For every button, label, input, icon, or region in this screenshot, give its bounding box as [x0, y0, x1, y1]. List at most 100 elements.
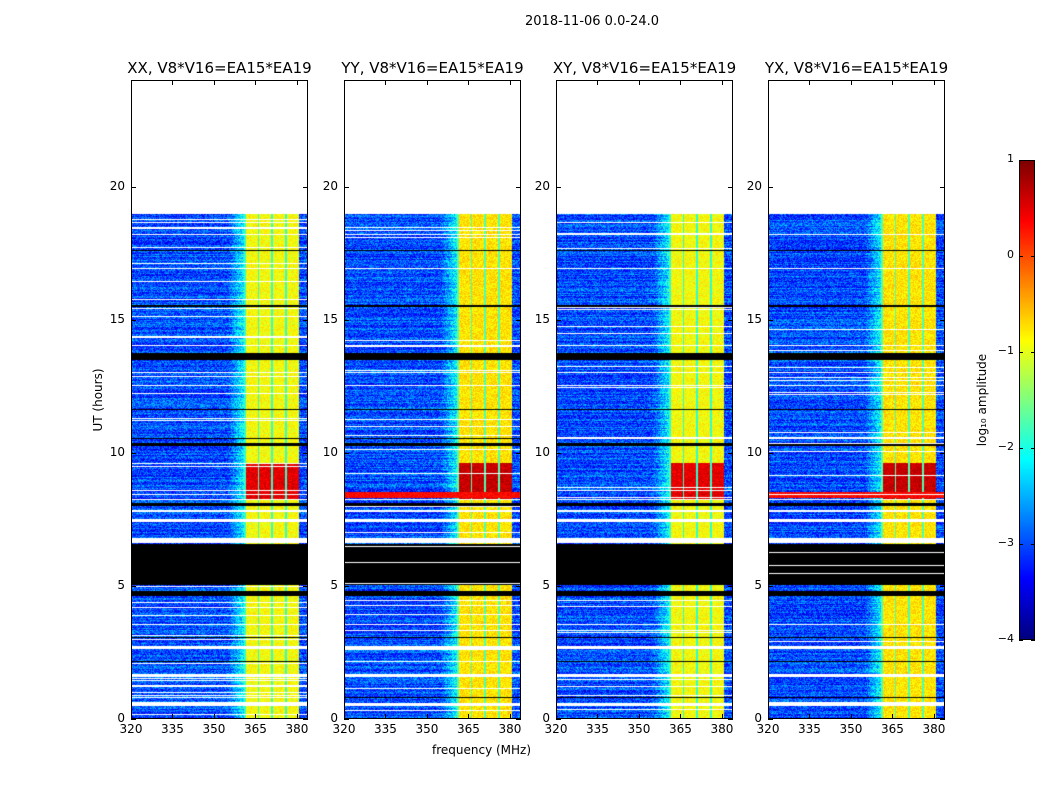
- y-tick-label: 0: [754, 711, 762, 725]
- x-tick: [768, 714, 769, 719]
- y-tick: [940, 719, 945, 720]
- x-tick: [721, 714, 723, 719]
- y-tick: [556, 319, 561, 321]
- heatmap-image: [345, 81, 520, 718]
- y-tick-label: 10: [746, 444, 762, 459]
- colorbar-tick-label: 0: [1007, 248, 1014, 261]
- x-tick: [509, 80, 511, 85]
- x-tick: [131, 80, 132, 85]
- y-tick: [344, 719, 349, 720]
- colorbar-tick: [1019, 160, 1023, 161]
- heatmap-image: [132, 81, 307, 718]
- x-tick: [509, 714, 511, 719]
- y-tick: [516, 319, 521, 321]
- x-tick: [809, 80, 811, 85]
- x-tick: [131, 714, 132, 719]
- x-tick: [556, 714, 557, 719]
- y-tick: [556, 452, 561, 454]
- x-tick-label: 350: [415, 722, 439, 736]
- x-tick: [638, 80, 640, 85]
- y-tick: [131, 319, 136, 321]
- y-tick: [940, 186, 945, 188]
- x-tick: [296, 80, 298, 85]
- heatmap-image: [557, 81, 732, 718]
- y-tick: [516, 719, 521, 720]
- y-tick: [768, 319, 773, 321]
- x-axis-label: frequency (MHz): [432, 743, 532, 757]
- x-tick-label: 335: [798, 722, 821, 736]
- x-tick-label: 365: [244, 722, 267, 736]
- y-tick: [516, 585, 521, 587]
- y-tick-label: 5: [330, 577, 338, 592]
- x-tick: [426, 714, 428, 719]
- y-tick: [344, 585, 349, 587]
- y-tick: [303, 719, 308, 720]
- colorbar-tick: [1031, 448, 1035, 449]
- y-tick-label: 5: [117, 577, 125, 592]
- x-tick-label: 365: [669, 722, 692, 736]
- x-tick: [385, 80, 387, 85]
- panel-title: YY, V8*V16=EA15*EA19: [341, 59, 524, 77]
- x-tick-label: 320: [119, 722, 143, 736]
- y-tick: [131, 452, 136, 454]
- x-tick-label: 320: [756, 722, 780, 736]
- x-tick: [638, 714, 640, 719]
- colorbar-tick: [1019, 352, 1023, 353]
- x-tick: [597, 714, 599, 719]
- y-tick: [768, 585, 773, 587]
- x-tick: [255, 80, 257, 85]
- x-tick: [172, 80, 174, 85]
- y-tick-label: 20: [746, 178, 762, 193]
- x-tick: [255, 714, 257, 719]
- y-tick: [303, 585, 308, 587]
- x-tick-label: 350: [627, 722, 651, 736]
- colorbar-tick: [1031, 160, 1035, 161]
- x-tick: [721, 80, 723, 85]
- x-tick: [213, 714, 215, 719]
- colorbar-tick: [1031, 256, 1035, 257]
- x-tick: [892, 714, 894, 719]
- panel-title: XX, V8*V16=EA15*EA19: [127, 59, 312, 77]
- x-tick-label: 365: [457, 722, 480, 736]
- colorbar-tick: [1019, 544, 1023, 545]
- x-tick: [468, 80, 470, 85]
- colorbar-tick: [1031, 640, 1035, 641]
- y-tick-label: 15: [746, 311, 762, 326]
- y-tick-label: 20: [109, 178, 125, 193]
- y-tick-label: 0: [330, 711, 338, 725]
- colorbar-tick: [1031, 352, 1035, 353]
- y-tick: [556, 186, 561, 188]
- y-tick: [303, 452, 308, 454]
- y-tick: [940, 452, 945, 454]
- y-tick-label: 10: [534, 444, 550, 459]
- x-tick: [768, 80, 769, 85]
- x-tick-label: 320: [544, 722, 568, 736]
- x-tick: [597, 80, 599, 85]
- colorbar-tick: [1031, 544, 1035, 545]
- x-tick: [892, 80, 894, 85]
- panel-title: YX, V8*V16=EA15*EA19: [764, 59, 949, 77]
- colorbar: [1019, 160, 1035, 640]
- x-tick: [680, 80, 682, 85]
- heatmap-panel: [344, 80, 521, 719]
- y-tick: [556, 719, 561, 720]
- y-tick: [516, 452, 521, 454]
- y-tick-label: 15: [322, 311, 338, 326]
- panel-title: XY, V8*V16=EA15*EA19: [552, 59, 737, 77]
- y-tick: [728, 186, 733, 188]
- y-tick-label: 15: [534, 311, 550, 326]
- heatmap-image: [769, 81, 944, 718]
- x-tick: [172, 714, 174, 719]
- x-tick-label: 320: [332, 722, 356, 736]
- y-tick-label: 0: [542, 711, 550, 725]
- y-tick: [131, 719, 136, 720]
- y-axis-label: UT (hours): [91, 368, 105, 432]
- y-tick: [728, 452, 733, 454]
- y-tick: [940, 319, 945, 321]
- y-tick-label: 10: [322, 444, 338, 459]
- heatmap-panel: [768, 80, 945, 719]
- x-tick: [850, 714, 852, 719]
- y-tick-label: 20: [322, 178, 338, 193]
- y-tick-label: 10: [109, 444, 125, 459]
